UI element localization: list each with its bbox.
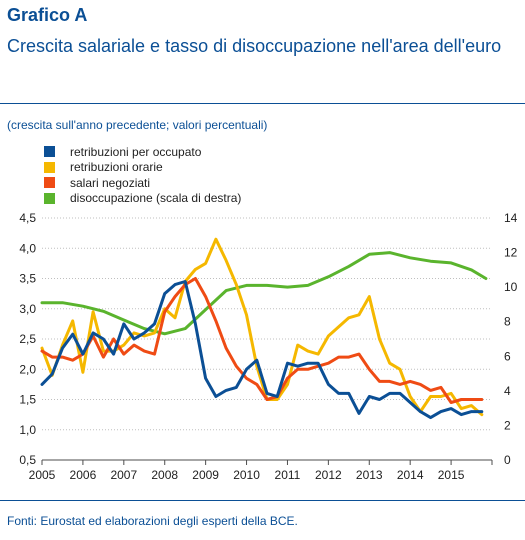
x-tick-label: 2007 [110,468,137,482]
legend-label: salari negoziati [70,175,151,190]
series-line [40,237,484,417]
y-right-tick-label: 6 [504,349,511,363]
y-left-tick-label: 4,0 [19,241,36,255]
series-layer [40,237,488,420]
y-left-tick-label: 3,5 [19,272,36,286]
y-right-tick-label: 8 [504,315,511,329]
source-note: Fonti: Eurostat ed elaborazioni degli es… [7,514,298,528]
x-tick-label: 2006 [70,468,97,482]
y-left-tick-label: 3,0 [19,302,36,316]
legend-item: retribuzioni per occupato [44,144,241,160]
x-tick-label: 2015 [438,468,465,482]
chart-subtitle: Crescita salariale e tasso di disoccupaz… [7,36,502,56]
y-left-tick-label: 2,5 [19,332,36,346]
x-tick-label: 2011 [275,468,301,482]
legend-label: retribuzioni orarie [70,160,163,175]
x-tick-label: 2014 [397,468,424,482]
y-left-tick-label: 4,5 [19,211,36,225]
legend-swatch [44,146,55,158]
x-tick-label: 2009 [192,468,219,482]
series-line [40,277,484,404]
chart-note: (crescita sull'anno precedente; valori p… [7,118,268,132]
legend-item: disoccupazione (scala di destra) [44,191,241,207]
x-tick-label: 2013 [356,468,383,482]
y-right-tick-label: 10 [504,280,518,294]
y-left-tick-label: 2,0 [19,362,36,376]
x-tick-label: 2005 [29,468,56,482]
y-left-tick-label: 1,5 [19,393,36,407]
series-line [40,280,484,420]
x-tick-label: 2010 [233,468,260,482]
y-right-tick-label: 0 [504,453,511,467]
tick-label-layer: 0,5 1,0 1,5 2,0 2,5 3,0 3,5 4,0 4,5 0 2 4 6 8 10 12 14 20… [19,211,517,482]
top-divider [0,103,525,104]
axis-layer [41,459,493,465]
legend-label: retribuzioni per occupato [70,144,202,159]
bottom-divider [0,500,525,501]
x-tick-label: 2012 [315,468,342,482]
legend-label: disoccupazione (scala di destra) [70,191,242,206]
legend-swatch [44,177,55,189]
legend: retribuzioni per occupato retribuzioni o… [44,144,241,206]
legend-item: salari negoziati [44,175,241,191]
y-left-tick-label: 0,5 [19,453,36,467]
y-right-tick-label: 12 [504,246,518,260]
y-right-tick-label: 2 [504,418,511,432]
legend-swatch [44,161,55,173]
line-chart: 0,5 1,0 1,5 2,0 2,5 3,0 3,5 4,0 4,5 0 2 4 6 8 10 12 14 20… [19,211,517,482]
legend-swatch [44,192,55,204]
chart-title: Grafico A [7,5,88,25]
series-line [40,251,488,336]
legend-item: retribuzioni orarie [44,160,241,176]
y-right-tick-label: 4 [504,384,511,398]
y-left-tick-label: 1,0 [19,423,36,437]
x-tick-label: 2008 [151,468,178,482]
y-right-tick-label: 14 [504,211,518,225]
